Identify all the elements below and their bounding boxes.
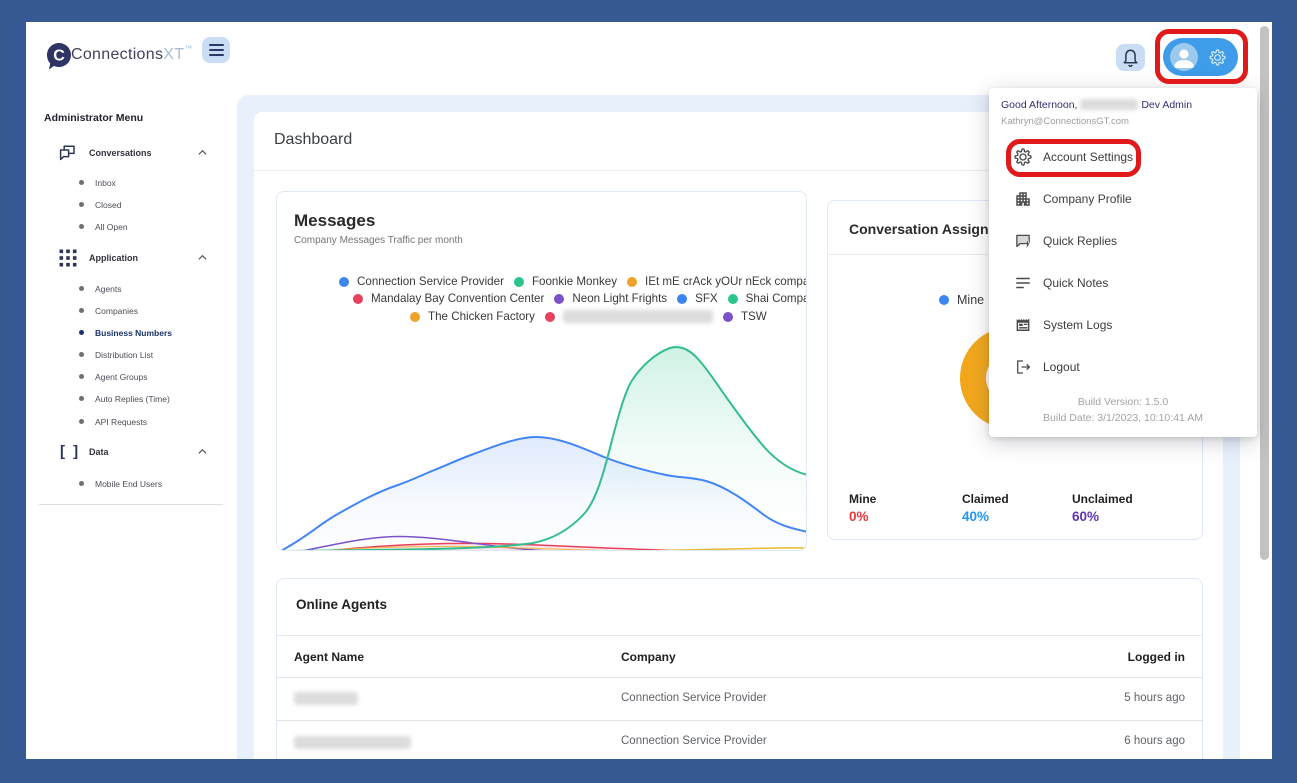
svg-text:C: C (53, 48, 65, 65)
